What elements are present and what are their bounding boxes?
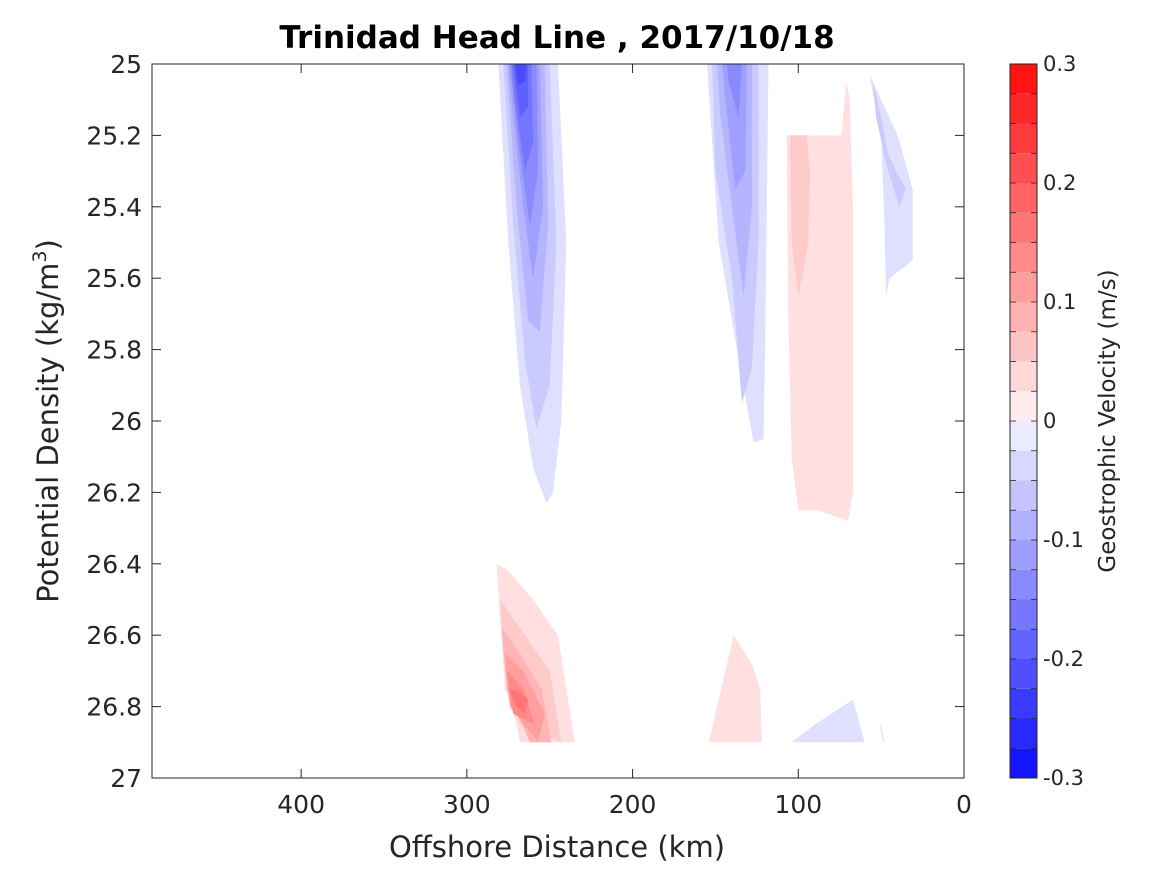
colorbar-bin	[1010, 569, 1037, 600]
x-tick-label: 200	[609, 790, 657, 819]
colorbar-bin	[1010, 540, 1037, 570]
colorbar-bin	[1010, 391, 1037, 421]
colorbar-bin	[1010, 480, 1037, 511]
y-tick-label: 26	[110, 407, 142, 436]
feature-offshore-northward-flow-deep	[496, 563, 575, 743]
colorbar-frame	[1009, 63, 1038, 779]
y-tick-label: 25.2	[86, 121, 142, 150]
contour-level-neg0p2	[514, 64, 527, 86]
x-tick-label: 0	[956, 790, 972, 819]
colorbar-tick-label: -0.1	[1043, 528, 1084, 552]
colorbar-bin	[1010, 331, 1037, 362]
y-tick-label: 26.8	[86, 693, 142, 722]
colorbar-bin	[1010, 629, 1037, 659]
feature-coastal-southward-flow-deep	[791, 699, 865, 743]
y-axis-ticks: 25 25.2 25.4 25.6 25.8 26 26.2 26.4 26.6 26.8 27	[86, 50, 964, 793]
colorbar-tick-label: 0.1	[1043, 290, 1076, 314]
colorbar-tick-label: -0.2	[1043, 647, 1084, 671]
colorbar-bin	[1010, 599, 1037, 630]
y-tick-label: 25	[110, 50, 142, 79]
colorbar-tick-label: -0.3	[1043, 766, 1084, 790]
y-axis-label-text: Potential Density (kg/m	[31, 263, 65, 603]
colorbar-tick-label: 0.2	[1043, 171, 1076, 195]
y-tick-label: 27	[110, 764, 142, 793]
colorbar-bin	[1010, 302, 1037, 332]
y-tick-label: 26.6	[86, 621, 142, 650]
y-axis-label-close: )	[31, 239, 65, 250]
x-tick-label: 300	[443, 790, 491, 819]
x-axis-ticks: 400 300 200 100 0	[277, 64, 972, 819]
colorbar: 0.3 0.2 0.1 0 -0.1 -0.2 -0.3	[1009, 52, 1084, 790]
colorbar-bin	[1010, 450, 1037, 481]
y-tick-label: 25.8	[86, 336, 142, 365]
colorbar-bin	[1010, 510, 1037, 540]
colorbar-bin	[1010, 659, 1037, 689]
contour-level-0p05	[790, 135, 810, 296]
contour-level-neg0p1	[722, 64, 747, 189]
feature-coastal-southward-flow-upper	[869, 74, 913, 332]
colorbar-bin	[1010, 272, 1037, 302]
x-tick-label: 100	[774, 790, 822, 819]
y-axis-label-superscript: 3	[29, 250, 51, 262]
colorbar-bin	[1010, 93, 1037, 124]
colorbar-bin	[1010, 748, 1037, 778]
colorbar-bin	[1010, 183, 1037, 213]
y-axis-label: Potential Density (kg/m3)	[29, 239, 65, 603]
contour-level-0p025	[879, 724, 885, 743]
colorbar-bin	[1010, 688, 1037, 719]
colorbar-bin	[1010, 361, 1037, 392]
y-tick-label: 26.2	[86, 478, 142, 507]
colorbar-bin	[1010, 718, 1037, 749]
feature-nearshore-southward-jet-upper	[707, 64, 769, 443]
chart-title: Trinidad Head Line , 2017/10/18	[279, 20, 834, 56]
contour-level-neg0p125	[727, 64, 742, 118]
y-tick-label: 25.6	[86, 264, 142, 293]
y-tick-label: 26.4	[86, 550, 142, 579]
contour-level-0p15	[508, 688, 529, 714]
contour-level-0p025	[708, 635, 762, 743]
colorbar-bin	[1010, 421, 1037, 451]
contour-fill-layer	[496, 64, 913, 743]
colorbar-label: Geostrophic Velocity (m/s)	[1095, 269, 1121, 572]
colorbar-bin	[1010, 123, 1037, 154]
feature-coastal-northward-flow-deep	[879, 724, 885, 743]
contour-level-neg0p025	[791, 699, 865, 743]
colorbar-bin	[1010, 212, 1037, 243]
feature-northward-counterflow-upper	[785, 81, 853, 522]
x-tick-label: 400	[277, 790, 325, 819]
contour-level-neg0p025	[869, 74, 913, 332]
colorbar-bin	[1010, 153, 1037, 183]
contour-level-neg0p05	[872, 81, 906, 207]
feature-offshore-southward-jet-upper	[498, 64, 567, 504]
colorbar-tick-label: 0	[1043, 409, 1056, 433]
x-axis-label: Offshore Distance (km)	[389, 830, 725, 864]
y-tick-label: 25.4	[86, 193, 142, 222]
colorbar-bin	[1010, 242, 1037, 273]
colorbar-bin	[1010, 64, 1037, 94]
colorbar-tick-label: 0.3	[1043, 52, 1076, 76]
feature-nearshore-northward-flow-deep	[708, 635, 762, 743]
